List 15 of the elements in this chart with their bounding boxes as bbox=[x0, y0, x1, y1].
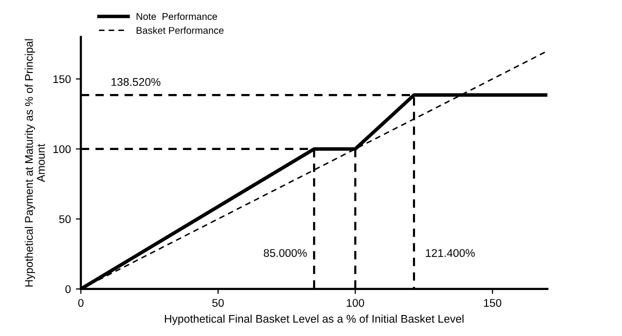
annotation: 85.000% bbox=[264, 249, 307, 257]
y-tick-label: 100 bbox=[53, 145, 71, 154]
y-tick-label: 150 bbox=[53, 75, 71, 84]
x-tick-label: 50 bbox=[212, 298, 224, 307]
annotation: 121.400% bbox=[426, 249, 475, 257]
x-tick-label: 150 bbox=[484, 298, 502, 307]
x-tick-label: 0 bbox=[78, 298, 84, 307]
x-tick-label: 100 bbox=[346, 298, 364, 307]
y-tick-label: 0 bbox=[65, 285, 71, 294]
legend-label: Note Performance bbox=[136, 12, 218, 20]
x-axis-title: Hypothetical Final Basket Level as a % of Initial Basket Level bbox=[164, 314, 464, 325]
legend-label: Basket Performance bbox=[136, 26, 224, 34]
y-axis-title: Hypothetical Payment at Maturity as % of Principal Amount bbox=[24, 39, 45, 286]
y-tick-label: 50 bbox=[59, 215, 71, 224]
annotation: 138.520% bbox=[112, 78, 160, 86]
